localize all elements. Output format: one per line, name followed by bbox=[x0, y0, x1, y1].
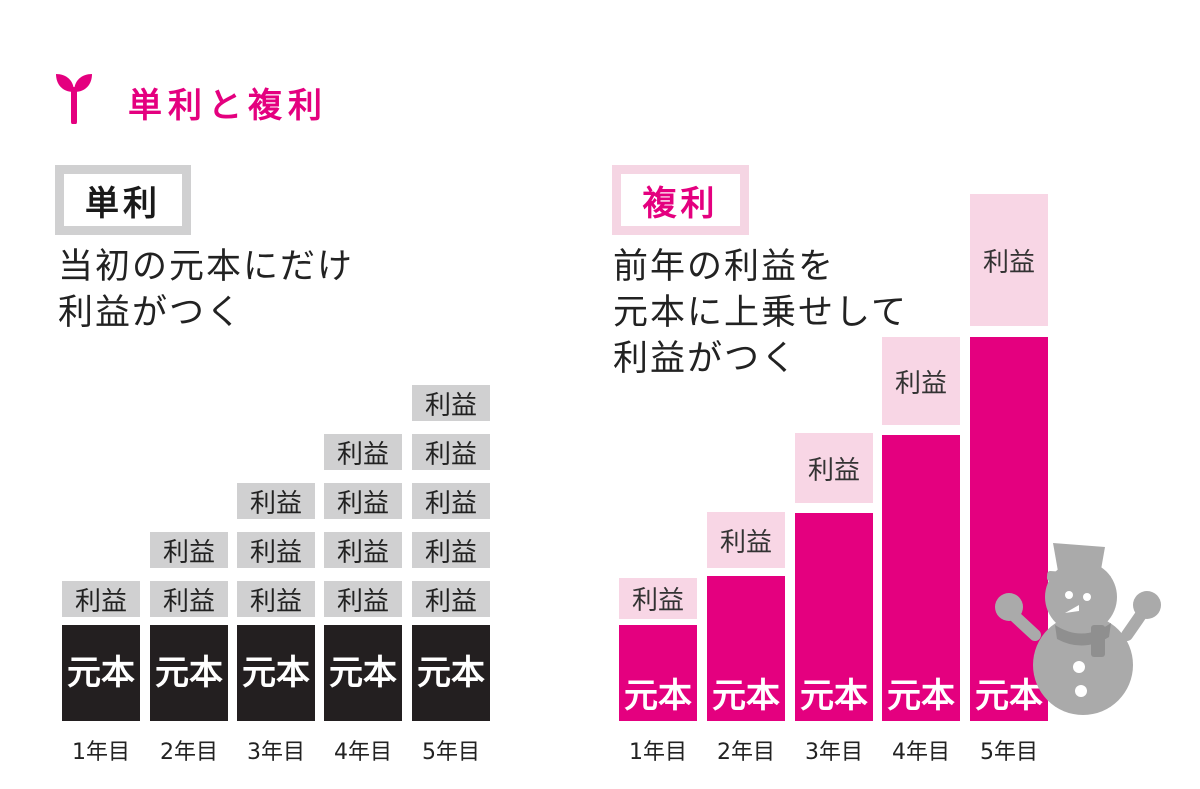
simple-interest-block: 利益 bbox=[324, 483, 402, 519]
compound-interest-block: 利益 bbox=[970, 194, 1048, 326]
simple-principal-block: 元本 bbox=[62, 625, 140, 721]
snowman-icon bbox=[995, 543, 1161, 715]
simple-interest-block: 利益 bbox=[150, 532, 228, 568]
compound-principal-bar: 元本 bbox=[970, 337, 1048, 721]
compound-principal-bar: 元本 bbox=[619, 625, 697, 721]
simple-year-label: 2年目 bbox=[160, 740, 218, 765]
simple-interest-block: 利益 bbox=[324, 434, 402, 470]
simple-principal-block: 元本 bbox=[412, 625, 490, 721]
simple-interest-block: 利益 bbox=[150, 581, 228, 617]
simple-interest-block: 利益 bbox=[324, 532, 402, 568]
compound-principal-bar: 元本 bbox=[795, 513, 873, 721]
simple-interest-block: 利益 bbox=[62, 581, 140, 617]
simple-desc-line-1: 当初の元本にだけ bbox=[58, 247, 355, 287]
compound-year-label: 1年目 bbox=[629, 740, 687, 765]
simple-interest-block: 利益 bbox=[412, 581, 490, 617]
compound-year-label: 2年目 bbox=[717, 740, 775, 765]
compound-year-label: 3年目 bbox=[805, 740, 863, 765]
simple-principal-block: 元本 bbox=[237, 625, 315, 721]
compound-principal-bar: 元本 bbox=[882, 435, 960, 721]
simple-interest-block: 利益 bbox=[324, 581, 402, 617]
compound-interest-description: 前年の利益を 元本に上乗せして 利益がつく bbox=[613, 244, 908, 382]
simple-interest-block: 利益 bbox=[237, 581, 315, 617]
compound-interest-block: 利益 bbox=[707, 512, 785, 568]
simple-year-label: 1年目 bbox=[72, 740, 130, 765]
simple-interest-block: 利益 bbox=[412, 434, 490, 470]
simple-interest-block: 利益 bbox=[412, 532, 490, 568]
page-title: 単利と複利 bbox=[128, 86, 328, 126]
simple-desc-line-2: 利益がつく bbox=[58, 293, 244, 333]
simple-interest-label: 単利 bbox=[55, 165, 191, 235]
compound-desc-line-1: 前年の利益を bbox=[613, 247, 836, 287]
simple-year-label: 4年目 bbox=[334, 740, 392, 765]
simple-interest-block: 利益 bbox=[412, 385, 490, 421]
compound-interest-block: 利益 bbox=[795, 433, 873, 503]
simple-interest-block: 利益 bbox=[237, 483, 315, 519]
compound-interest-block: 利益 bbox=[882, 337, 960, 425]
simple-principal-block: 元本 bbox=[150, 625, 228, 721]
compound-desc-line-2: 元本に上乗せして bbox=[613, 293, 908, 333]
compound-interest-label: 複利 bbox=[612, 165, 749, 235]
compound-year-label: 4年目 bbox=[892, 740, 950, 765]
compound-year-label: 5年目 bbox=[980, 740, 1038, 765]
simple-principal-block: 元本 bbox=[324, 625, 402, 721]
compound-principal-bar: 元本 bbox=[707, 576, 785, 721]
sprout-icon bbox=[56, 74, 92, 124]
compound-interest-block: 利益 bbox=[619, 578, 697, 619]
compound-desc-line-3: 利益がつく bbox=[613, 339, 799, 379]
simple-interest-description: 当初の元本にだけ 利益がつく bbox=[58, 244, 354, 336]
simple-year-label: 3年目 bbox=[247, 740, 305, 765]
simple-interest-block: 利益 bbox=[237, 532, 315, 568]
simple-year-label: 5年目 bbox=[422, 740, 480, 765]
simple-interest-block: 利益 bbox=[412, 483, 490, 519]
